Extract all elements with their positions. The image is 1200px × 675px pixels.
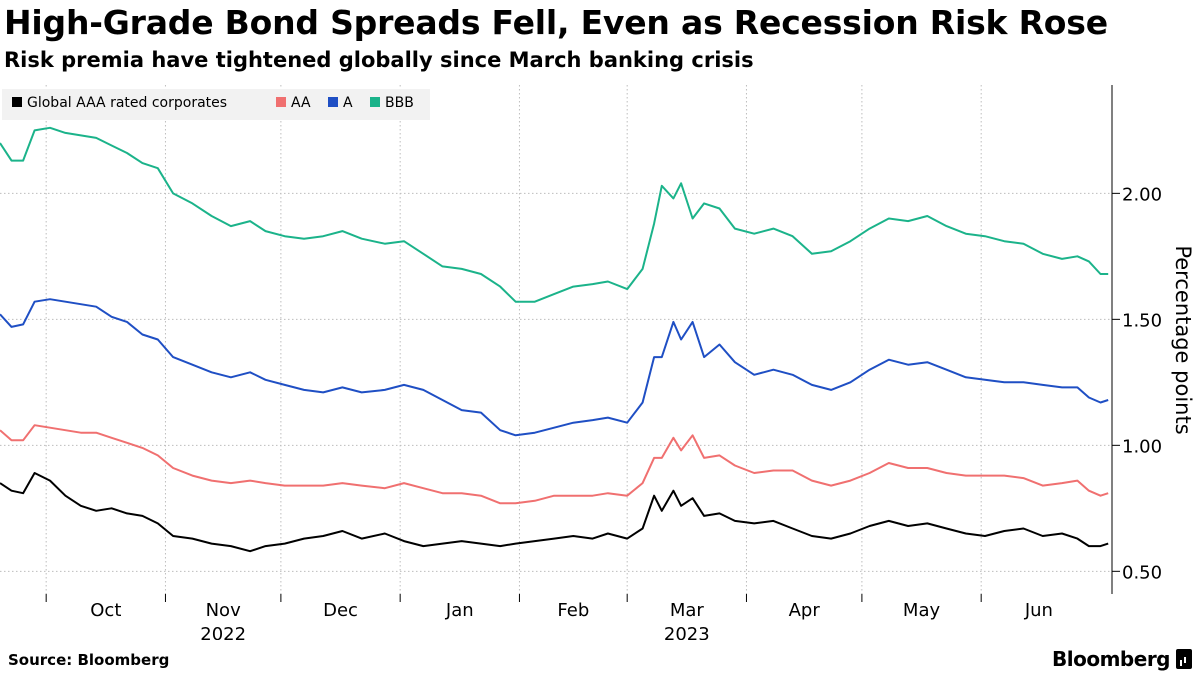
source-note: Source: Bloomberg [8, 651, 170, 669]
y-tick-label-3: 2.00 [1122, 184, 1162, 205]
x-tick-label-8: Jun [1024, 600, 1053, 621]
x-tick-label-2: Dec [323, 600, 358, 621]
legend: Global AAA rated corporates AA A BBB [2, 89, 430, 120]
x-axis-ticks: Oct Nov Dec Jan Feb Mar Apr May Jun 2022 2023 [45, 594, 1053, 640]
line-chart: Global AAA rated corporates AA A BBB 0.5… [0, 85, 1195, 640]
chart-subtitle: Risk premia have tightened globally sinc… [4, 48, 754, 72]
x-tick-label-3: Jan [445, 600, 474, 621]
legend-swatch-a [328, 97, 338, 107]
legend-swatch-aaa [12, 97, 22, 107]
x-tick-label-7: May [903, 600, 941, 621]
x-year-label-0: 2022 [200, 624, 246, 640]
x-tick-label-6: Apr [789, 600, 821, 621]
legend-swatch-bbb [370, 97, 380, 107]
series-lines [0, 126, 1109, 553]
grid-lines [0, 85, 1112, 594]
y-axis-title: Percentage points [1171, 245, 1195, 434]
series-line-bbb [0, 126, 1109, 303]
x-tick-label-1: Nov [206, 600, 241, 621]
legend-label-a: A [343, 95, 353, 111]
x-year-label-1: 2023 [664, 624, 710, 640]
series-line-a [0, 298, 1109, 437]
series-line-aaa [0, 472, 1109, 553]
legend-label-aa: AA [291, 95, 311, 111]
y-tick-label-1: 1.00 [1122, 436, 1162, 457]
y-axis-ticks: 0.50 1.00 1.50 2.00 [1112, 184, 1162, 583]
brand-logo: Bloomberg [1052, 647, 1192, 671]
legend-label-bbb: BBB [385, 95, 414, 111]
x-tick-label-5: Mar [670, 600, 705, 621]
x-tick-label-0: Oct [90, 600, 121, 621]
legend-label-aaa: Global AAA rated corporates [27, 95, 227, 111]
x-tick-label-4: Feb [557, 600, 589, 621]
y-tick-label-0: 0.50 [1122, 562, 1162, 583]
bloomberg-terminal-icon [1176, 649, 1192, 669]
chart-title: High-Grade Bond Spreads Fell, Even as Re… [4, 3, 1108, 42]
brand-wordmark: Bloomberg [1052, 647, 1170, 671]
y-tick-label-2: 1.50 [1122, 310, 1162, 331]
series-line-aa [0, 424, 1109, 505]
legend-swatch-aa [276, 97, 286, 107]
legend-background [2, 89, 430, 120]
